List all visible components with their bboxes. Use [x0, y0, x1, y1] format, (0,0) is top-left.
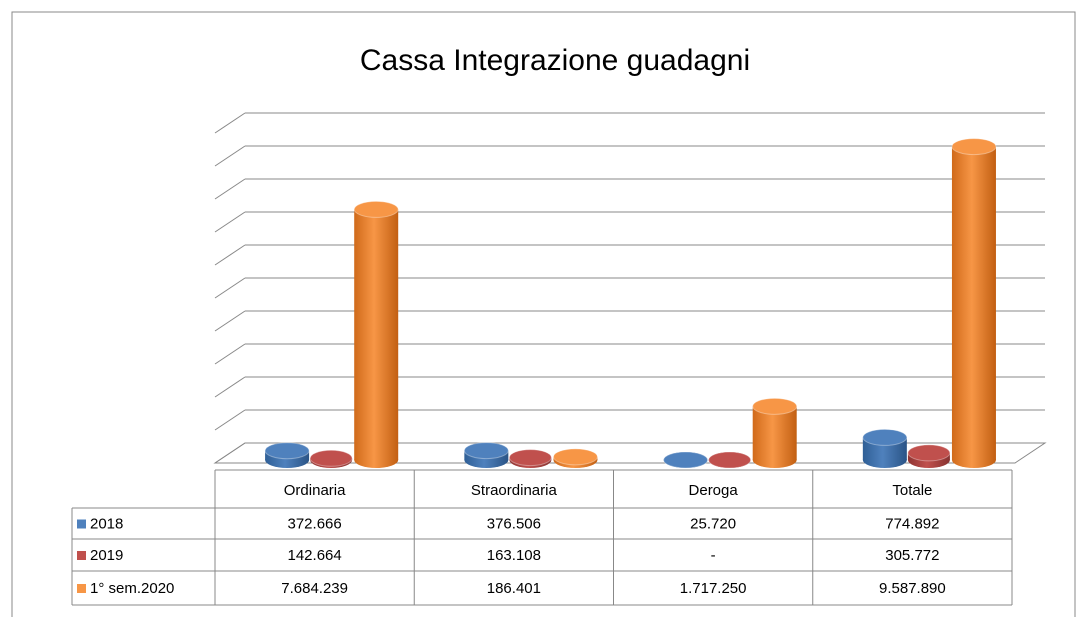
data-label: 376.506: [487, 515, 541, 532]
bar-top: [353, 200, 399, 218]
grid-line-side: [214, 310, 246, 332]
legend-label: 2019: [90, 547, 123, 564]
x-tick-label: Straordinaria: [471, 482, 558, 499]
bar: [353, 200, 399, 468]
bar-top: [951, 138, 997, 156]
x-tick-label: Ordinaria: [284, 482, 346, 499]
legend-key: [77, 551, 86, 560]
legend-key: [77, 519, 86, 529]
bar: [264, 442, 310, 468]
bar-top: [752, 397, 798, 415]
bar: [708, 451, 752, 469]
data-label: 1.717.250: [680, 580, 747, 597]
bar-body: [752, 406, 797, 460]
bar: [907, 444, 951, 468]
grid-line-side: [214, 244, 246, 266]
data-label: 774.892: [885, 515, 939, 532]
data-label: 25.720: [690, 515, 736, 532]
grid-line-side: [214, 376, 246, 398]
grid-line-side: [214, 211, 246, 233]
grid-line-side: [214, 277, 246, 299]
bar-top: [862, 428, 908, 446]
data-label: 372.666: [288, 515, 342, 532]
chart-title: Cassa Integrazione guadagni: [360, 44, 750, 77]
x-tick-label: Totale: [892, 482, 932, 499]
data-label: -: [711, 547, 716, 564]
bar: [508, 449, 552, 468]
bar-top: [663, 451, 709, 469]
grid-line-side: [214, 343, 246, 365]
bar-top: [552, 448, 598, 466]
data-label: 305.772: [885, 547, 939, 564]
data-label: 163.108: [487, 547, 541, 564]
data-label: 186.401: [487, 580, 541, 597]
bar-body: [951, 146, 996, 461]
bar: [951, 138, 997, 468]
bar-top: [508, 449, 552, 467]
bar-body: [354, 209, 399, 460]
bar: [862, 428, 908, 468]
bar: [309, 449, 353, 468]
grid-line-side: [214, 112, 246, 134]
grid-line-side: [214, 178, 246, 200]
grid-line-side: [214, 442, 246, 464]
legend-key: [77, 584, 86, 593]
grid-line-side: [214, 409, 246, 431]
x-tick-label: Deroga: [689, 482, 739, 499]
bar: [663, 451, 709, 469]
bar-top: [907, 444, 951, 462]
bar: [752, 397, 798, 468]
bar-top: [708, 451, 752, 469]
bar-top: [264, 442, 310, 460]
bar: [552, 448, 598, 468]
legend-label: 2018: [90, 515, 123, 532]
bar-top: [309, 449, 353, 467]
data-label: 142.664: [288, 547, 342, 564]
data-label: 9.587.890: [879, 580, 946, 597]
grid-line-side: [214, 145, 246, 167]
bar-top: [463, 442, 509, 460]
legend-label: 1° sem.2020: [90, 580, 174, 597]
bar: [463, 442, 509, 468]
data-label: 7.684.239: [281, 580, 348, 597]
